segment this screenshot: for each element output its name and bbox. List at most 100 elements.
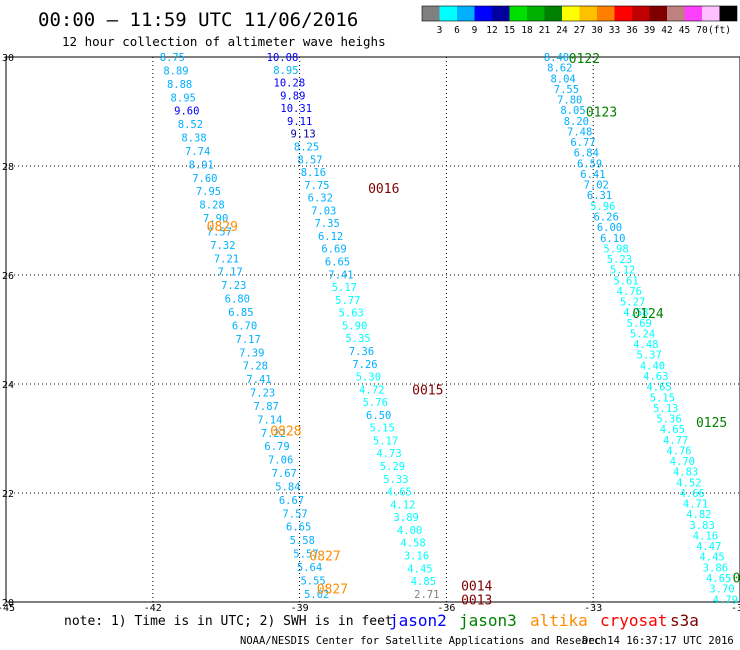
wave-height-value: 5.63 <box>339 308 364 320</box>
wave-height-value: 6.70 <box>232 320 257 332</box>
wave-height-value: 7.90 <box>203 213 228 225</box>
legend-label: 12 <box>486 25 497 36</box>
wave-height-value: 4.77 <box>663 435 688 447</box>
legend-color-box <box>474 6 492 21</box>
legend-label: 39 <box>644 25 656 36</box>
wave-height-value: 2.71 <box>414 589 439 601</box>
wave-height-value: 7.35 <box>315 218 340 230</box>
wave-height-value: 6.31 <box>587 190 612 202</box>
wave-height-value: 7.17 <box>236 334 261 346</box>
wave-height-value: 5.55 <box>300 575 325 587</box>
wave-height-value: 5.61 <box>613 275 638 287</box>
satellite-legend: jason2 jason3 altika cryosat s3a <box>389 611 699 630</box>
wave-height-value: 5.64 <box>297 562 322 574</box>
wave-height-value: 6.50 <box>366 410 391 422</box>
wave-height-value: 8.95 <box>273 65 298 77</box>
legend-color-box <box>422 6 440 21</box>
wave-height-value: 3.83 <box>690 520 715 532</box>
longitude-tick: -39 <box>291 603 309 614</box>
wave-height-value: 7.28 <box>243 361 268 373</box>
wave-height-value: 7.80 <box>557 95 582 107</box>
wave-height-value: 8.57 <box>297 154 322 166</box>
wave-height-value: 4.00 <box>397 525 422 537</box>
latitude-tick: 28 <box>2 162 14 173</box>
track-3: 8.408.628.047.557.808.058.207.486.776.84… <box>544 52 738 606</box>
longitude-tick: -30 <box>731 603 740 614</box>
wave-height-value: 7.57 <box>282 508 307 520</box>
wave-height-value: 3.86 <box>703 562 728 574</box>
wave-height-value: 6.79 <box>264 441 289 453</box>
legend-label: 24 <box>556 25 568 36</box>
wave-height-value: 4.76 <box>617 286 642 298</box>
wave-height-value: 4.65 <box>387 487 412 499</box>
wave-height-value: 5.15 <box>369 423 394 435</box>
legend-box-outline <box>421 5 738 22</box>
wave-height-value: 7.74 <box>185 146 210 158</box>
wave-height-value: 4.85 <box>411 576 436 588</box>
wave-height-value: 4.72 <box>359 384 384 396</box>
satellite-label: altika <box>530 611 588 630</box>
wave-height-value: 7.21 <box>214 253 239 265</box>
legend-color-box <box>509 6 527 21</box>
wave-height-value: 4.66 <box>680 488 705 500</box>
wave-height-value: 7.75 <box>304 180 329 192</box>
wave-height-value: 6.59 <box>577 158 602 170</box>
wave-height-value: 10.31 <box>280 103 312 115</box>
legend-color-box <box>702 6 720 21</box>
wave-height-value: 9.11 <box>287 116 312 128</box>
wave-height-value: 7.60 <box>192 173 217 185</box>
longitude-tick: -33 <box>584 603 602 614</box>
wave-height-value: 4.79 <box>713 594 738 606</box>
wave-height-value: 4.58 <box>623 307 648 319</box>
wave-height-value: 4.52 <box>676 477 701 489</box>
wave-height-value: 6.65 <box>325 257 350 269</box>
satellite-label: s3a <box>670 611 699 630</box>
wave-height-value: 6.00 <box>597 222 622 234</box>
wave-height-value: 4.16 <box>693 530 718 542</box>
wave-height-value: 5.33 <box>383 474 408 486</box>
wave-height-value: 5.90 <box>342 320 367 332</box>
pass-label: 0828 <box>270 424 301 439</box>
legend-label: 42 <box>661 25 672 36</box>
wave-height-value: 4.12 <box>390 499 415 511</box>
legend-color-box <box>597 6 615 21</box>
legend-label: 15 <box>504 25 515 36</box>
wave-height-value: 7.17 <box>217 267 242 279</box>
wave-height-value: 4.40 <box>640 360 665 372</box>
longitude-tick: -45 <box>0 603 15 614</box>
legend-label: 45 <box>679 25 690 36</box>
wave-height-value: 4.76 <box>666 445 691 457</box>
pass-label: 0016 <box>368 182 399 197</box>
wave-height-value: 7.36 <box>349 346 374 358</box>
wave-height-value: 5.57 <box>293 549 318 561</box>
wave-height-value: 7.39 <box>239 347 264 359</box>
track-1: 8.758.898.888.959.608.528.387.748.917.60… <box>160 52 330 601</box>
wave-height-value: 6.84 <box>574 148 599 160</box>
wave-height-value: 8.20 <box>564 116 589 128</box>
wave-height-value: 5.77 <box>335 295 360 307</box>
track-2: 10.088.9510.289.8910.319.119.138.258.578… <box>267 52 440 601</box>
wave-height-value: 5.24 <box>630 328 655 340</box>
wave-height-value: 4.45 <box>407 563 432 575</box>
wave-height-value: 6.32 <box>308 193 333 205</box>
wave-height-value: 6.69 <box>321 244 346 256</box>
wave-height-value: 5.27 <box>620 297 645 309</box>
wave-height-tracks: 8.758.898.888.959.608.528.387.748.917.60… <box>160 52 738 606</box>
wave-height-value: 7.57 <box>207 226 232 238</box>
satellite-label: jason2 <box>389 611 447 630</box>
pass-label: 0124 <box>632 307 663 322</box>
wave-height-value: 7.87 <box>254 401 279 413</box>
wave-height-value: 5.37 <box>637 350 662 362</box>
wave-height-value: 10.08 <box>267 52 299 64</box>
legend-label: 6 <box>454 25 460 36</box>
wave-height-value: 5.15 <box>650 392 675 404</box>
latitude-tick: 26 <box>2 271 14 282</box>
legend-color-box <box>439 6 457 21</box>
longitude-tick: -42 <box>144 603 162 614</box>
wave-height-value: 6.65 <box>286 522 311 534</box>
wave-height-value: 6.77 <box>570 137 595 149</box>
legend-label: 33 <box>609 25 620 36</box>
legend-color-box <box>579 6 597 21</box>
legend-label: 30 <box>591 25 603 36</box>
